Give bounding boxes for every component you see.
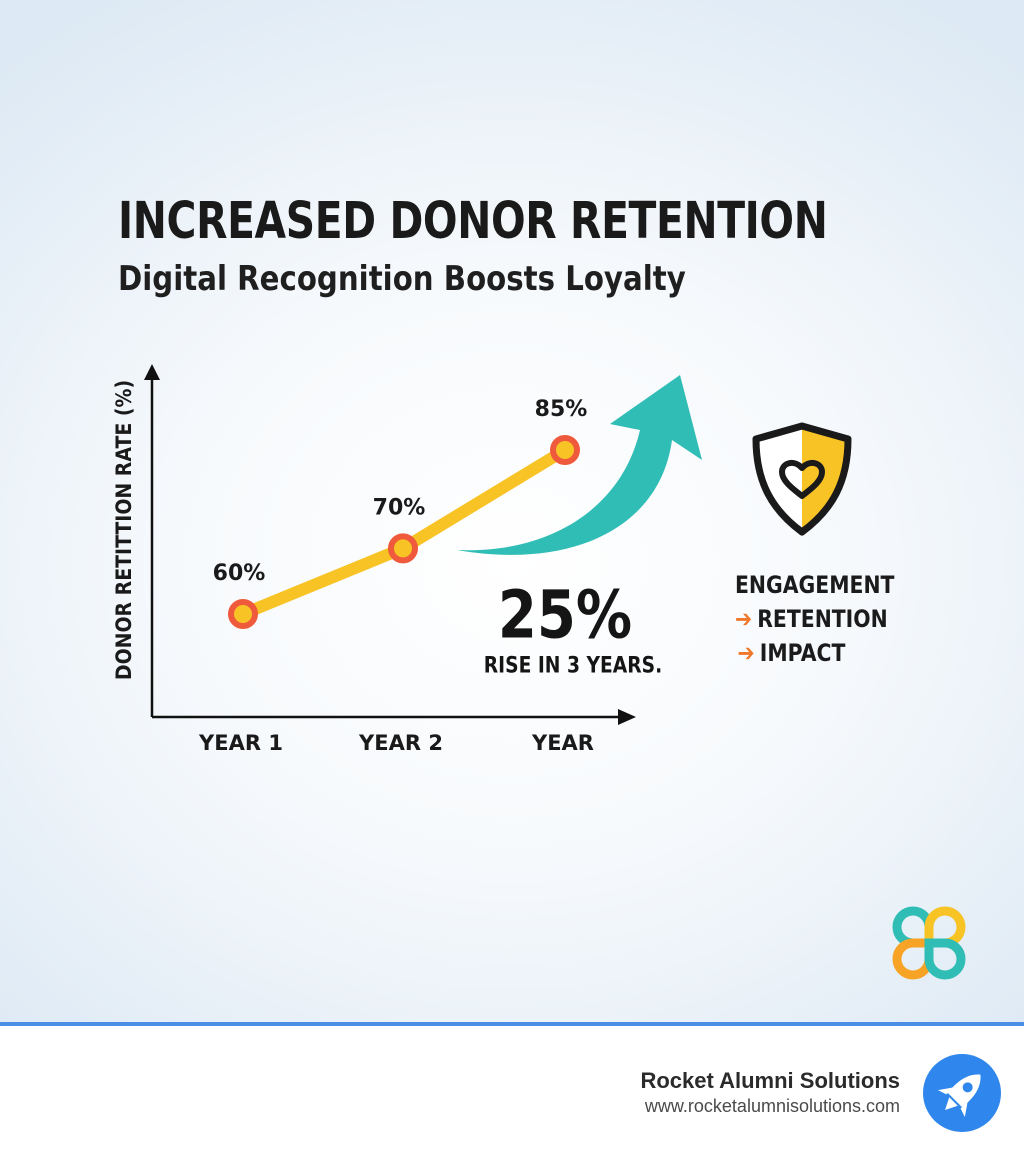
y-axis-label: DONOR RETITTION RATE (%)	[112, 379, 136, 681]
stat-caption: RISE IN 3 YEARS.	[483, 653, 663, 679]
data-point	[550, 435, 580, 465]
engagement-flow: ENGAGEMENT ➔ RETENTION ➔ IMPACT	[735, 568, 923, 670]
y-axis-arrowhead	[144, 364, 160, 380]
footer: Rocket Alumni Solutions www.rocketalumni…	[0, 1022, 1024, 1154]
retention-line-chart: 60% 70% 85% YEAR 1 YEAR 2 YEAR	[144, 364, 702, 755]
company-name: Rocket Alumni Solutions	[640, 1068, 900, 1093]
trend-arrow	[457, 375, 702, 555]
infographic-canvas: INCREASED DONOR RETENTION Digital Recogn…	[0, 0, 1024, 1025]
brand-mark-icon	[892, 906, 966, 980]
x-tick-labels: YEAR 1 YEAR 2 YEAR	[198, 731, 594, 755]
x-axis-arrowhead	[618, 709, 636, 725]
chart-series: 60% 70% 85%	[213, 397, 588, 629]
company-url[interactable]: www.rocketalumnisolutions.com	[644, 1096, 900, 1116]
chart-axes	[144, 364, 636, 725]
infographic-subtitle: Digital Recognition Boosts Loyalty	[118, 259, 686, 299]
flow-step-engagement: ENGAGEMENT	[735, 571, 895, 599]
stat-value: 25%	[497, 576, 633, 654]
data-label: 70%	[373, 495, 426, 520]
data-point	[228, 599, 258, 629]
x-tick-label: YEAR 2	[358, 731, 443, 755]
arrow-right-icon: ➔	[735, 605, 753, 633]
data-label: 60%	[213, 561, 266, 586]
rocket-icon	[923, 1054, 1001, 1132]
arrow-right-icon: ➔	[737, 639, 755, 667]
infographic-title: INCREASED DONOR RETENTION	[118, 192, 828, 251]
x-tick-label: YEAR 1	[198, 731, 283, 755]
x-tick-label: YEAR	[531, 731, 594, 755]
data-label: 85%	[535, 397, 588, 422]
data-point	[388, 533, 418, 564]
shield-heart-icon	[752, 422, 852, 536]
flow-step-retention: ➔ RETENTION	[735, 605, 888, 633]
flow-step-impact: ➔ IMPACT	[737, 639, 846, 667]
